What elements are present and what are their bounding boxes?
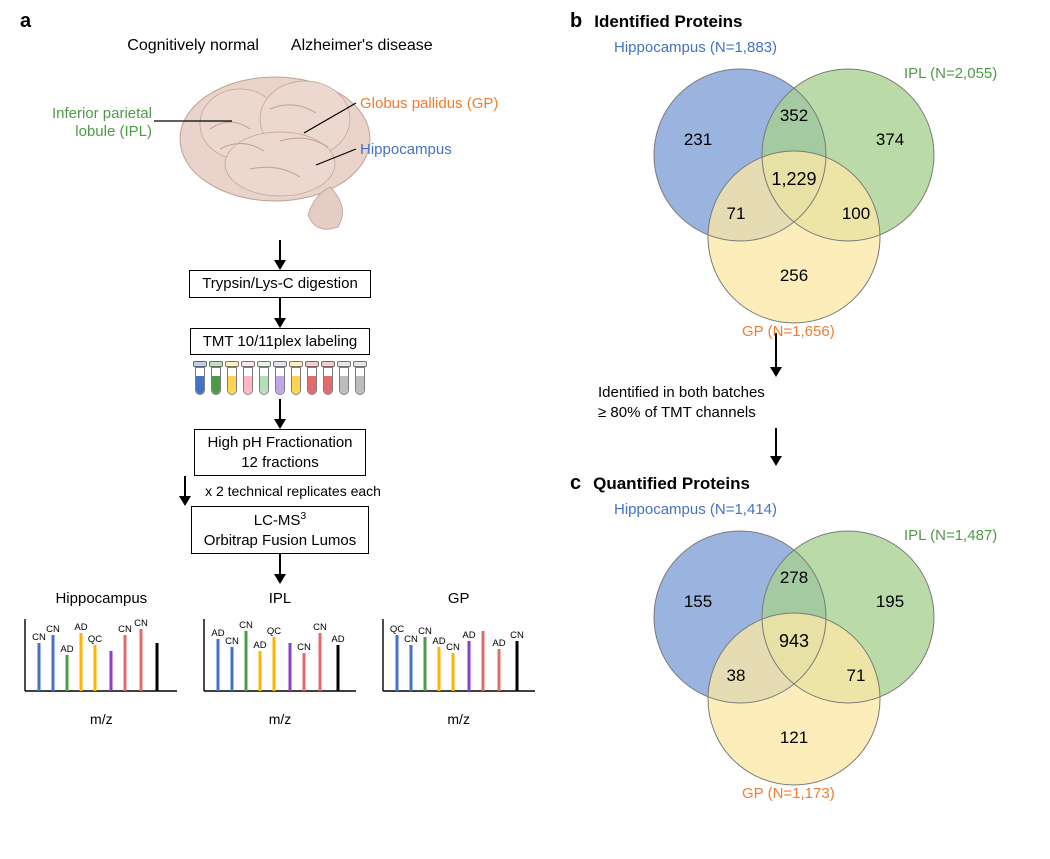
step-fractionation: High pH Fractionation12 fractions [194, 429, 365, 476]
svg-text:352: 352 [780, 106, 808, 125]
venn-gp-label: GP (N=1,173) [742, 785, 835, 802]
svg-text:278: 278 [780, 568, 808, 587]
svg-text:CN: CN [404, 634, 418, 645]
venn-b: 231 352 374 71 1,229 100 256 Hippocampus… [570, 37, 1000, 327]
arrow-icon [274, 554, 286, 584]
svg-text:AD: AD [211, 628, 224, 639]
spectrum-xlabel: m/z [447, 711, 470, 727]
tube-icon [305, 361, 319, 397]
panel-bc: b Identified Proteins 231 352 374 71 1,2… [570, 10, 1030, 789]
panel-b-label: b [570, 10, 582, 33]
svg-text:QC: QC [88, 634, 102, 645]
page: a Cognitively normal Alzheimer's disease [20, 10, 1030, 789]
region-hip-label: Hippocampus [360, 141, 452, 159]
svg-text:231: 231 [684, 130, 712, 149]
step-labeling-text: TMT 10/11plex labeling [203, 333, 358, 350]
tube-icon [225, 361, 239, 397]
svg-text:CN: CN [32, 632, 46, 643]
svg-text:256: 256 [780, 266, 808, 285]
replicates-note: x 2 technical replicates each [205, 483, 381, 499]
svg-text:AD: AD [61, 644, 74, 655]
svg-text:CN: CN [418, 626, 432, 637]
tube-icon [209, 361, 223, 397]
spectrum: IPL ADCNCNADQCCNCNAD m/z [199, 590, 362, 727]
condition-cn: Cognitively normal [127, 37, 259, 55]
svg-text:155: 155 [684, 592, 712, 611]
svg-text:CN: CN [446, 642, 460, 653]
arrow-icon [179, 476, 191, 506]
svg-text:AD: AD [75, 622, 88, 633]
svg-text:374: 374 [876, 130, 904, 149]
svg-text:71: 71 [847, 666, 866, 685]
venn-hip-label: Hippocampus (N=1,414) [614, 501, 777, 518]
svg-text:1,229: 1,229 [771, 169, 816, 189]
spectrum-title: GP [448, 590, 470, 607]
svg-text:121: 121 [780, 728, 808, 747]
condition-labels: Cognitively normal Alzheimer's disease [20, 37, 540, 55]
panel-b-title: Identified Proteins [594, 12, 742, 32]
instrument-text: Orbitrap Fusion Lumos [204, 532, 357, 549]
spectrum-xlabel: m/z [90, 711, 113, 727]
tube-icon [353, 361, 367, 397]
spectrum-xlabel: m/z [269, 711, 292, 727]
lcms-text: LC-MS [254, 512, 301, 529]
svg-text:CN: CN [46, 624, 60, 635]
svg-text:AD: AD [462, 630, 475, 641]
svg-text:QC: QC [267, 626, 281, 637]
tube-icon [337, 361, 351, 397]
venn-ipl-label: IPL (N=2,055) [904, 65, 997, 82]
workflow: Trypsin/Lys-C digestion TMT 10/11plex la… [20, 240, 540, 584]
venn-hip-label: Hippocampus (N=1,883) [614, 39, 777, 56]
svg-text:100: 100 [842, 204, 870, 223]
svg-text:QC: QC [390, 624, 404, 635]
svg-text:CN: CN [239, 620, 253, 631]
step-labeling: TMT 10/11plex labeling [190, 328, 371, 356]
svg-text:AD: AD [492, 638, 505, 649]
filter-criteria: Identified in both batches≥ 80% of TMT c… [598, 383, 1030, 424]
svg-text:CN: CN [225, 636, 239, 647]
svg-text:AD: AD [331, 634, 344, 645]
svg-text:71: 71 [727, 204, 746, 223]
arrow-icon [274, 399, 286, 429]
svg-text:943: 943 [779, 631, 809, 651]
spectrum-title: Hippocampus [55, 590, 147, 607]
svg-text:CN: CN [118, 624, 132, 635]
step-digestion: Trypsin/Lys-C digestion [189, 270, 371, 298]
step-lcms: LC-MS3 Orbitrap Fusion Lumos [191, 506, 370, 554]
venn-c: 155 278 195 38 943 71 121 Hippocampus (N… [570, 499, 1000, 789]
tube-icon [193, 361, 207, 397]
spectrum: Hippocampus CNCNADADQCCNCN m/z [20, 590, 183, 727]
svg-text:AD: AD [432, 636, 445, 647]
panel-c-title: Quantified Proteins [593, 474, 750, 494]
panel-c-label: c [570, 472, 581, 495]
panel-a-label: a [20, 10, 540, 33]
venn-ipl-label: IPL (N=1,487) [904, 527, 997, 544]
panel-a: a Cognitively normal Alzheimer's disease [20, 10, 540, 789]
brain-diagram: Inferior parietal lobule (IPL) Globus pa… [20, 59, 540, 234]
spectrum-title: IPL [269, 590, 292, 607]
tube-icon [257, 361, 271, 397]
tube-icon [241, 361, 255, 397]
venn-gp-label: GP (N=1,656) [742, 323, 835, 340]
tube-icon [273, 361, 287, 397]
tmt-tubes [193, 361, 367, 397]
svg-text:CN: CN [510, 630, 524, 641]
region-ipl-label: Inferior parietal lobule (IPL) [22, 105, 152, 141]
spectra-row: Hippocampus CNCNADADQCCNCN m/z IPL ADCNC… [20, 590, 540, 727]
svg-text:CN: CN [313, 622, 327, 633]
tube-icon [289, 361, 303, 397]
tube-icon [321, 361, 335, 397]
svg-text:AD: AD [253, 640, 266, 651]
svg-text:CN: CN [297, 642, 311, 653]
arrow-icon [274, 298, 286, 328]
region-gp-label: Globus pallidus (GP) [360, 95, 498, 113]
condition-ad: Alzheimer's disease [291, 37, 433, 55]
spectrum: GP QCCNCNADCNADADCN m/z [377, 590, 540, 727]
arrow-icon [274, 240, 286, 270]
svg-text:195: 195 [876, 592, 904, 611]
lcms-sup: 3 [300, 510, 306, 522]
svg-text:CN: CN [134, 618, 148, 629]
arrow-icon [770, 428, 782, 466]
svg-text:38: 38 [727, 666, 746, 685]
